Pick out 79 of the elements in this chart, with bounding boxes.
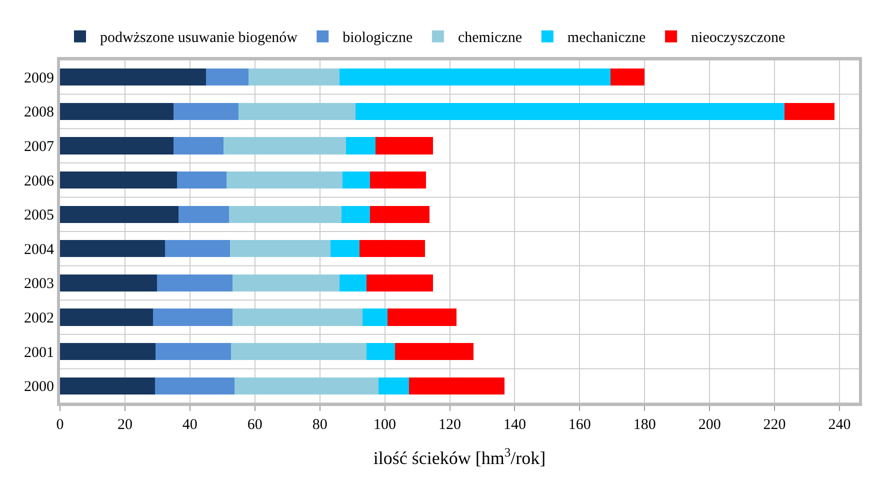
bar: [366, 274, 433, 292]
bar: [60, 137, 174, 154]
bar: [60, 102, 174, 120]
bar: [206, 68, 248, 86]
bar: [346, 137, 376, 154]
bar: [387, 308, 456, 326]
bar: [165, 240, 230, 258]
x-axis-title: ilość ścieków [hm$^{3}$/rok]: [373, 446, 546, 468]
x-tick-label: 240: [828, 417, 851, 433]
y-tick-label: 2004: [24, 242, 54, 258]
bar: [370, 206, 430, 223]
bar: [232, 274, 340, 292]
x-tick-label: 80: [312, 417, 328, 433]
bar: [226, 171, 343, 189]
bar: [60, 342, 156, 360]
x-tick-label: 120: [438, 417, 462, 433]
bar: [234, 377, 379, 394]
x-tick-label: 160: [568, 417, 591, 433]
legend-label: podwższone usuwanie biogenów: [100, 30, 298, 46]
bar: [356, 102, 784, 120]
y-tick-label: 2003: [24, 276, 54, 292]
y-tick-label: 2009: [24, 70, 54, 86]
bar: [230, 240, 331, 258]
bar: [60, 308, 153, 326]
y-tick-label: 2007: [24, 139, 54, 155]
x-tick-label: 200: [698, 417, 721, 433]
legend-label: chemiczne: [458, 30, 522, 46]
x-tick-label: 20: [117, 417, 132, 433]
x-tick-label: 60: [247, 417, 262, 433]
bar: [155, 342, 231, 360]
bar: [370, 171, 426, 189]
bar: [342, 171, 370, 189]
bar: [359, 240, 425, 258]
y-tick-label: 2002: [24, 310, 54, 326]
bar: [238, 102, 356, 120]
bar: [395, 342, 474, 360]
x-tick-label: 140: [503, 417, 526, 433]
bar: [232, 308, 363, 326]
y-tick-label: 2006: [24, 173, 54, 190]
x-tick-label: 0: [56, 417, 64, 433]
bar: [156, 274, 232, 292]
legend-label: nieoczyszczone: [691, 30, 786, 46]
bar: [174, 102, 239, 120]
y-tick-label: 2005: [24, 208, 54, 224]
bar: [341, 206, 370, 223]
bar: [60, 206, 179, 223]
bar: [152, 308, 232, 326]
bar: [60, 274, 157, 292]
x-tick-label: 180: [633, 417, 656, 433]
x-tick-label: 220: [763, 417, 786, 433]
bar: [60, 171, 177, 189]
y-tick-label: 2008: [24, 104, 54, 121]
bar: [248, 68, 340, 86]
bar: [339, 68, 611, 86]
bar: [610, 68, 645, 86]
legend-label: mechaniczne: [567, 30, 646, 46]
bar: [378, 377, 410, 394]
legend-label: biologiczne: [342, 30, 413, 46]
bar: [330, 240, 360, 258]
bar: [362, 308, 388, 326]
bar: [339, 274, 366, 292]
y-tick-label: 2001: [24, 344, 54, 361]
y-tick-label: 2000: [24, 379, 54, 396]
bar: [178, 206, 229, 223]
bar: [60, 377, 155, 394]
bar: [176, 171, 226, 189]
x-tick-label: 100: [374, 417, 396, 433]
bar: [154, 377, 234, 394]
bar: [174, 137, 224, 154]
bar: [366, 342, 396, 360]
bar: [60, 68, 206, 86]
bar: [409, 377, 505, 394]
bar: [784, 102, 835, 120]
bar: [376, 137, 433, 154]
bar: [60, 240, 166, 258]
bar: [228, 206, 342, 223]
x-tick-label: 40: [182, 417, 198, 433]
bar: [224, 137, 346, 154]
bar: [230, 342, 367, 360]
